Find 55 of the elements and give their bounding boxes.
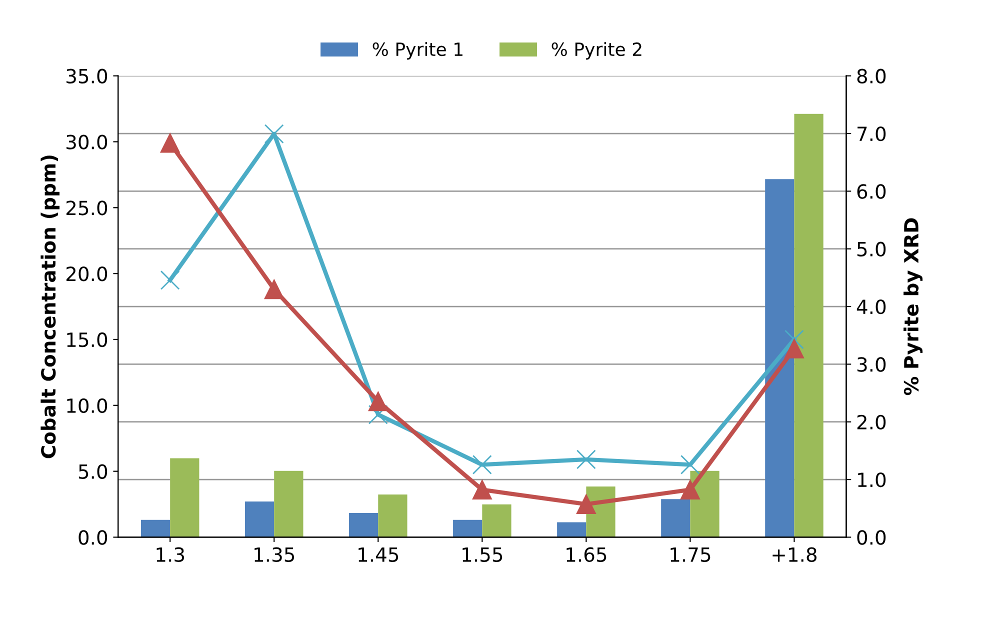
point bbox=[264, 124, 284, 144]
y-tick-label: 0.0 bbox=[78, 530, 108, 545]
point bbox=[368, 404, 388, 424]
y2-tick-label: 6.0 bbox=[857, 184, 886, 199]
point bbox=[264, 280, 284, 300]
point bbox=[368, 392, 388, 412]
y2-tick-label: 1.0 bbox=[858, 472, 886, 488]
bar bbox=[557, 522, 586, 538]
x-tick-label: 1.35 bbox=[254, 547, 294, 562]
bar bbox=[378, 494, 408, 538]
y-tick-label: 25.0 bbox=[66, 200, 108, 216]
y-tick-label: 20.0 bbox=[66, 266, 108, 282]
bar bbox=[482, 504, 512, 538]
legend-label: % Pyrite 2 bbox=[552, 42, 642, 60]
bar bbox=[349, 512, 378, 538]
x-tick-label: 1.45 bbox=[358, 548, 398, 562]
point bbox=[160, 133, 180, 153]
bar bbox=[765, 179, 794, 538]
y2-tick-label: 5.0 bbox=[857, 242, 886, 257]
bar bbox=[140, 520, 170, 538]
y-axis-title: Cobalt Concentration (ppm) bbox=[40, 156, 60, 458]
y-tick-label: 30.0 bbox=[66, 134, 108, 150]
y2-tick-label: 8.0 bbox=[857, 68, 886, 84]
y2-tick-label: 2.0 bbox=[857, 414, 886, 430]
point bbox=[576, 450, 596, 470]
y-tick-label: 15.0 bbox=[67, 332, 108, 348]
bar bbox=[244, 501, 274, 538]
y2-tick-label: 3.0 bbox=[857, 357, 886, 372]
y-tick-label: 35.0 bbox=[66, 68, 108, 84]
y-tick-label: 10.0 bbox=[67, 398, 108, 414]
point bbox=[680, 480, 700, 500]
point bbox=[680, 454, 700, 474]
y2-tick-label: 4.0 bbox=[856, 299, 886, 314]
bar bbox=[661, 499, 690, 538]
bar bbox=[794, 114, 824, 538]
bar bbox=[274, 470, 304, 538]
x-tick-label: 1.75 bbox=[670, 548, 710, 562]
y2-tick-label: 0.0 bbox=[857, 530, 886, 545]
y-tick-label: 5.0 bbox=[78, 464, 108, 479]
point bbox=[784, 338, 804, 358]
point bbox=[784, 330, 804, 350]
bar bbox=[690, 470, 720, 538]
point bbox=[472, 454, 492, 474]
bar bbox=[453, 520, 482, 538]
bar bbox=[170, 458, 200, 538]
y2-tick-label: 7.0 bbox=[858, 126, 886, 142]
legend-label: % Pyrite 1 bbox=[372, 42, 462, 60]
point bbox=[160, 270, 180, 290]
x-tick-label: 1.3 bbox=[156, 547, 184, 562]
y2-axis-title: % Pyrite by XRD bbox=[904, 218, 923, 396]
x-tick-label: +1.8 bbox=[772, 547, 817, 562]
x-tick-label: 1.55 bbox=[462, 548, 502, 562]
point bbox=[472, 480, 492, 500]
point bbox=[576, 494, 596, 514]
x-tick-label: 1.65 bbox=[566, 547, 606, 562]
